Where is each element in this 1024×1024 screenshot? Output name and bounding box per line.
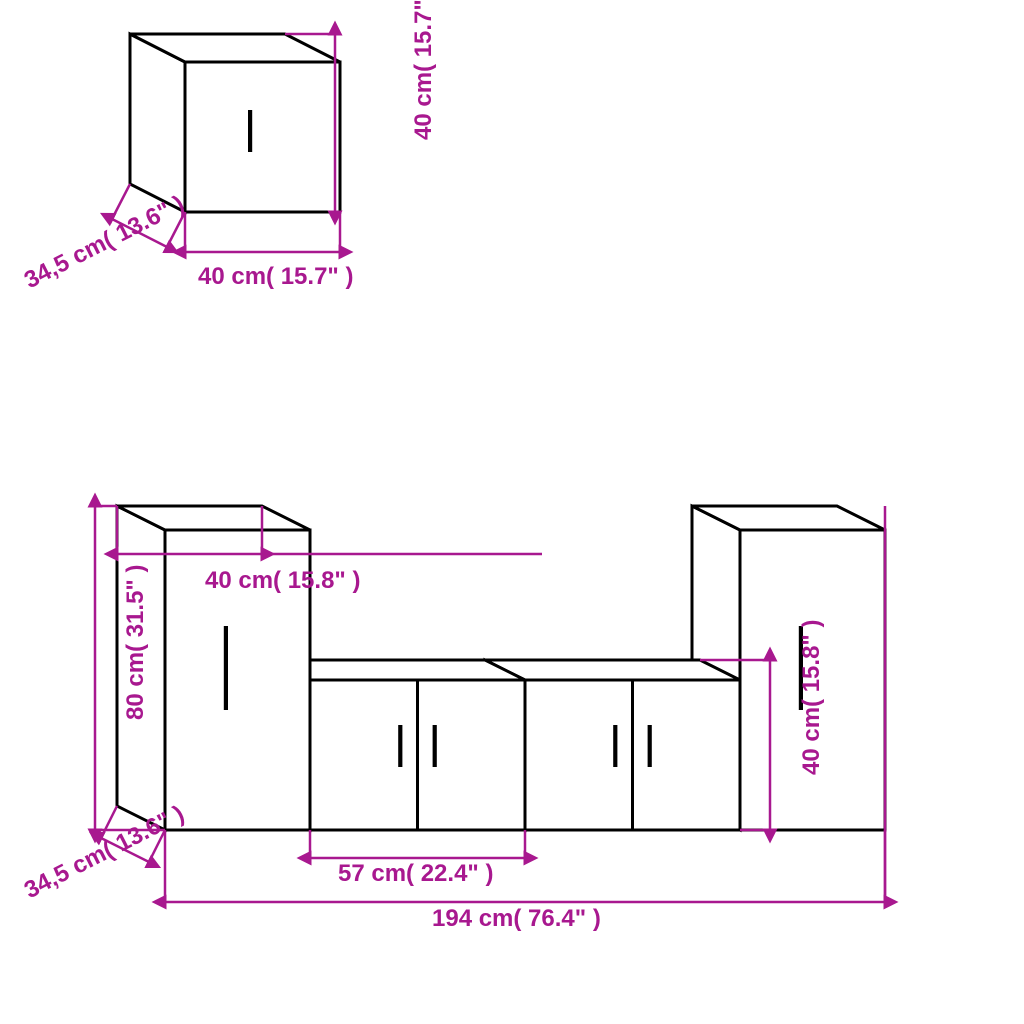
label-bottom-height: 80 cm( 31.5" ) [122,565,150,720]
dimension-drawing [0,0,1024,1024]
label-top-height: 40 cm( 15.7" ) [410,0,438,140]
label-bottom-low-width: 57 cm( 22.4" ) [338,860,493,888]
label-bottom-total-width: 194 cm( 76.4" ) [432,905,601,933]
label-top-width: 40 cm( 15.7" ) [198,263,353,291]
label-bottom-tall-width: 40 cm( 15.8" ) [205,567,360,595]
label-bottom-low-height: 40 cm( 15.8" ) [798,620,826,775]
